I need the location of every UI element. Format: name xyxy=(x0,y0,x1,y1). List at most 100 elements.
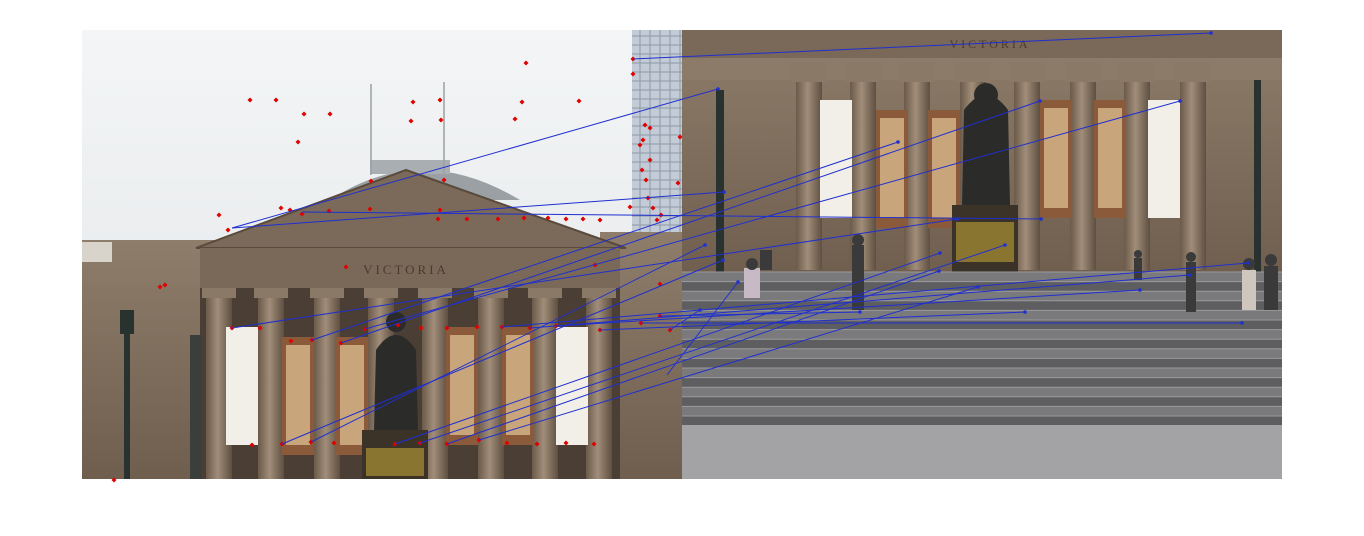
keypoint xyxy=(545,215,551,221)
match-endpoint xyxy=(736,280,740,284)
keypoint xyxy=(444,325,450,331)
match-endpoint xyxy=(721,258,725,262)
keypoint xyxy=(464,216,470,222)
column xyxy=(478,296,504,479)
column xyxy=(314,296,340,479)
keypoint xyxy=(591,441,597,447)
match-endpoint xyxy=(716,87,720,91)
column xyxy=(1124,80,1150,270)
keypoint xyxy=(157,284,163,290)
keypoint xyxy=(640,137,646,143)
match-endpoint xyxy=(896,140,900,144)
lamp-post xyxy=(120,310,134,479)
match-line xyxy=(301,211,1042,220)
keypoint xyxy=(225,227,231,233)
match-line xyxy=(669,309,701,331)
columns-right xyxy=(791,62,1211,270)
plaza xyxy=(682,425,1282,479)
match-endpoint xyxy=(1178,99,1182,103)
match-endpoint xyxy=(1240,321,1244,325)
match-endpoint xyxy=(1039,217,1043,221)
keypoint xyxy=(273,97,279,103)
match-line xyxy=(599,311,1026,331)
match-endpoint xyxy=(698,308,702,312)
match-endpoint xyxy=(858,310,862,314)
keypoint xyxy=(410,99,416,105)
match-endpoint xyxy=(1003,243,1007,247)
keypoint xyxy=(534,441,540,447)
match-line xyxy=(666,281,739,376)
keypoint xyxy=(162,282,168,288)
keypoint xyxy=(299,211,305,217)
statue xyxy=(362,312,428,479)
match-endpoint xyxy=(955,217,959,221)
keypoint xyxy=(627,204,633,210)
keypoint xyxy=(247,97,253,103)
keypoint xyxy=(650,205,656,211)
keypoint xyxy=(495,216,501,222)
match-line xyxy=(310,244,706,443)
match-line xyxy=(394,252,941,445)
keypoint xyxy=(597,217,603,223)
match-lines xyxy=(231,31,1250,445)
match-line xyxy=(632,32,1212,60)
keypoint xyxy=(327,111,333,117)
keypoint xyxy=(295,139,301,145)
keypoint xyxy=(301,111,307,117)
match-line xyxy=(281,259,724,445)
keypoint xyxy=(643,177,649,183)
match-line xyxy=(311,141,899,341)
keypoint xyxy=(111,477,117,483)
match-line xyxy=(419,244,1006,444)
keypoint xyxy=(437,207,443,213)
keypoint xyxy=(642,122,648,128)
entablature xyxy=(200,248,620,288)
match-line xyxy=(555,289,1141,327)
column xyxy=(1014,80,1040,270)
keypoint xyxy=(257,325,263,331)
match-line xyxy=(364,100,1181,330)
keypoint xyxy=(216,212,222,218)
keypoint xyxy=(512,116,518,122)
keypoint xyxy=(418,325,424,331)
keypoint xyxy=(474,324,480,330)
keypoint xyxy=(331,440,337,446)
keypoint xyxy=(368,178,374,184)
pediment-inscription: VICTORIA xyxy=(363,262,449,277)
match-endpoint xyxy=(938,251,942,255)
match-endpoint xyxy=(1246,261,1250,265)
keypoint xyxy=(523,60,529,66)
left-photo: VICTORIA xyxy=(82,30,682,479)
match-endpoint xyxy=(937,269,941,273)
keypoint xyxy=(249,442,255,448)
column xyxy=(1180,80,1206,270)
match-line xyxy=(478,286,979,441)
match-endpoint xyxy=(722,190,726,194)
match-endpoint xyxy=(703,243,707,247)
match-endpoint xyxy=(1209,31,1213,35)
match-endpoint xyxy=(1023,310,1027,314)
keypoint xyxy=(580,216,586,222)
keypoint xyxy=(343,264,349,270)
keypoint xyxy=(675,180,681,186)
keypoint xyxy=(677,134,683,140)
steps xyxy=(682,271,1282,426)
skyscraper xyxy=(632,30,682,240)
match-line xyxy=(446,270,940,445)
match-line xyxy=(529,274,1191,329)
keypoint xyxy=(654,217,660,223)
right-photo: VICTORIA xyxy=(682,30,1282,479)
keypoint xyxy=(504,440,510,446)
column xyxy=(1070,80,1096,270)
match-endpoint xyxy=(1188,273,1192,277)
keypoint xyxy=(576,98,582,104)
banner xyxy=(226,327,258,445)
keypoint xyxy=(647,157,653,163)
match-line xyxy=(231,88,719,229)
keypoint xyxy=(637,142,643,148)
column xyxy=(258,296,284,479)
banner xyxy=(1148,100,1180,218)
keypoint xyxy=(630,71,636,77)
keypoint xyxy=(647,125,653,131)
